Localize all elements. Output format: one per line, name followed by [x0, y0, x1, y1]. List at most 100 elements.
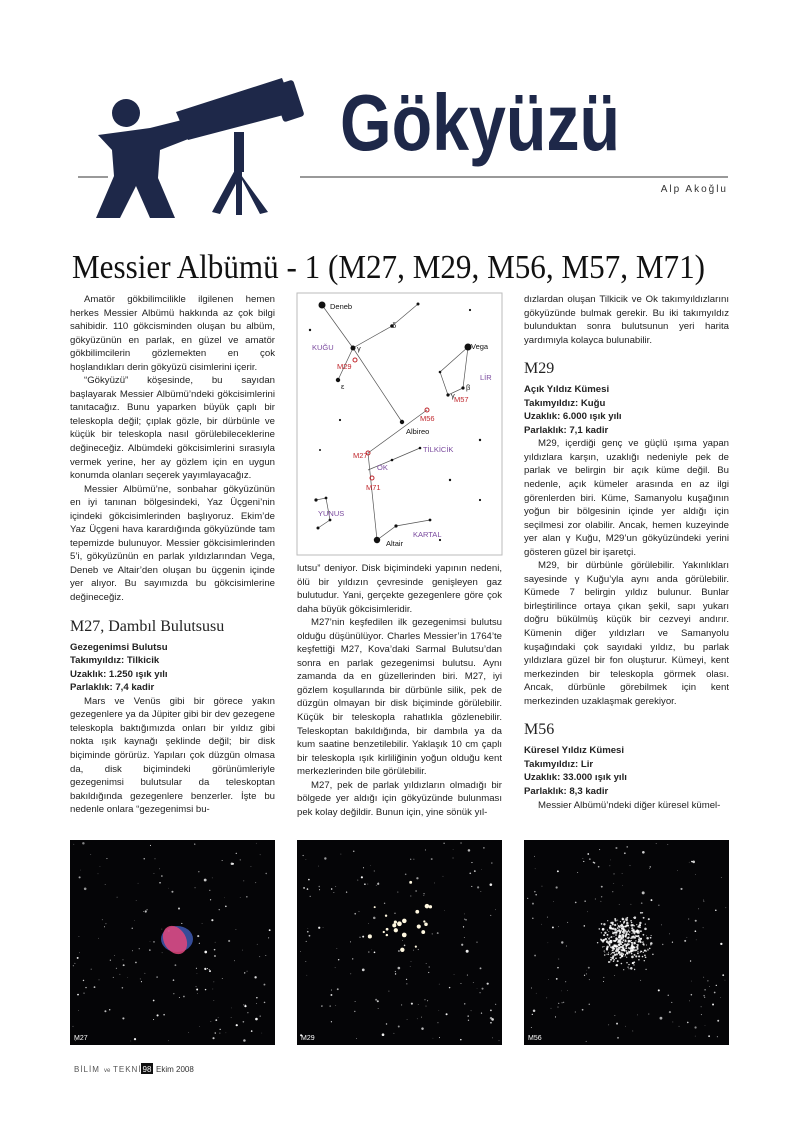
photo-star: [694, 919, 697, 922]
photo-star: [583, 974, 586, 976]
photo-star: [116, 896, 118, 898]
photo-star: [480, 891, 482, 892]
photo-star: [171, 890, 174, 893]
cluster-star: [625, 917, 627, 919]
map-star: [399, 419, 405, 425]
page-box: [141, 1063, 153, 1074]
cluster-star: [627, 939, 630, 942]
cluster-star: [633, 916, 637, 919]
photo-star: [415, 890, 417, 892]
photo-star: [612, 891, 614, 893]
paragraph: Messier Albümü’ndeki diğer küresel kümel…: [538, 799, 721, 811]
cluster-star: [610, 921, 613, 925]
photo-star: [548, 979, 549, 981]
photo-star: [235, 852, 237, 855]
photo-star: [720, 942, 723, 946]
photo-star: [642, 850, 645, 854]
photo-star: [632, 1030, 634, 1032]
cluster-star: [618, 934, 622, 938]
photo-star: [256, 996, 258, 999]
photo-star: [404, 873, 407, 876]
photo-star: [645, 968, 647, 971]
cluster-star: [630, 946, 633, 949]
photo-star: [460, 1038, 462, 1041]
cluster-star: [620, 956, 622, 959]
photo-star: [724, 979, 726, 981]
photo-star: [460, 842, 462, 844]
cluster-star: [604, 931, 607, 934]
cluster-star: [402, 918, 407, 924]
cluster-star: [615, 964, 619, 967]
photo-star: [618, 904, 620, 905]
photo-star: [105, 923, 107, 925]
cluster-star: [610, 941, 613, 944]
photo-star: [206, 968, 208, 970]
cluster-star: [609, 926, 612, 930]
map-star: [338, 418, 342, 422]
photo-star: [109, 959, 111, 961]
cluster-star: [643, 941, 645, 943]
cluster-star: [633, 953, 636, 956]
cluster-star: [628, 950, 631, 953]
photo-star: [98, 979, 100, 981]
photo-star: [394, 912, 396, 914]
photo-star: [704, 989, 706, 991]
photo-star: [397, 966, 401, 970]
photo-star: [689, 960, 692, 962]
photo-star: [671, 1001, 673, 1003]
photo-star: [667, 994, 669, 996]
map-star: [478, 498, 482, 502]
photo-star: [72, 1025, 74, 1027]
map-label: YUNUS: [318, 509, 344, 518]
photo-star: [330, 888, 333, 890]
column: dızlardan oluşan Tilkicik ve Ok takımyıl…: [524, 293, 729, 838]
photo-star: [410, 858, 412, 860]
photo-star: [242, 949, 243, 951]
photo-star: [561, 941, 564, 944]
photo-star: [74, 962, 76, 964]
cluster-star: [607, 936, 609, 938]
paragraph: Amatör gökbilimcilikle ilgilenen hemen h…: [70, 294, 275, 373]
cluster-star: [384, 914, 388, 917]
photo-star: [303, 887, 305, 889]
photo-star: [425, 963, 427, 965]
photo-star: [368, 923, 369, 924]
photo-star: [307, 928, 309, 929]
photo-star: [600, 900, 602, 902]
photo-star: [153, 873, 155, 874]
photo-star: [430, 858, 433, 861]
photo-star: [464, 918, 466, 920]
article-title: Messier Albümü - 1 (M27, M29, M56, M57, …: [72, 249, 705, 286]
photo-star: [410, 895, 412, 897]
photo-star: [597, 865, 600, 868]
paragraph: dızlardan oluşan Tilkicik ve Ok takımyıl…: [524, 294, 729, 346]
photo-star: [78, 1009, 79, 1011]
map-label: M27: [353, 451, 368, 460]
photo-star: [694, 1035, 696, 1037]
photo-star: [431, 933, 433, 935]
photo-star: [547, 942, 549, 944]
nebula: [162, 925, 188, 955]
photo-star: [122, 959, 124, 961]
photo-star: [361, 968, 365, 972]
photo-star: [268, 937, 270, 939]
photo-star: [703, 899, 704, 901]
issue: Ekim 2008: [156, 1065, 194, 1074]
cluster-star: [627, 947, 630, 949]
cluster-star: [622, 953, 625, 956]
photo-star: [211, 877, 213, 879]
photo-star: [130, 1040, 132, 1042]
photo-star: [541, 923, 542, 925]
cluster-star: [617, 941, 620, 943]
cluster-star: [643, 944, 645, 946]
map-star: [350, 345, 356, 351]
photo-caption: M27: [74, 1035, 88, 1042]
photo-star: [694, 930, 697, 933]
cluster-star: [382, 930, 385, 934]
photo-star: [586, 969, 588, 971]
photo-star: [90, 968, 92, 970]
photo-star: [335, 886, 337, 887]
photo-star: [259, 1015, 261, 1017]
photo-star: [432, 1037, 434, 1039]
cluster-star: [638, 955, 641, 958]
